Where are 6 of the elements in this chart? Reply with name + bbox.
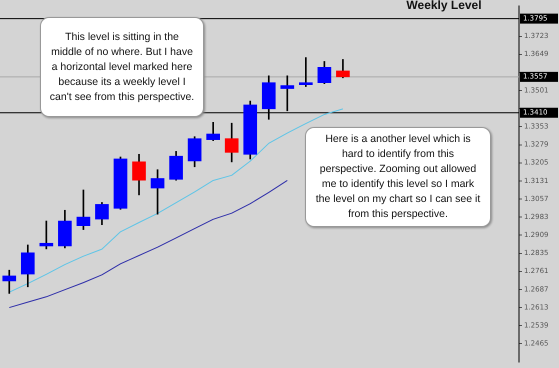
- annotation: This level is sitting in the middle of no where. But I have a horizontal level marked here because its a weekly level I can't see from this perspective.: [49, 30, 195, 104]
- chart-title: Weekly Level: [405, 0, 483, 12]
- callout-box: This level is sitting in the middle of no where. But I have a horizontal level marked here because its a weekly level I can't see from this perspective.: [40, 17, 204, 117]
- annotation: Here is a another level which is hard to identify from this perspective. Zooming out allowed me to identify this level so I mark the level on my chart so I can see it from this perspective.: [314, 132, 482, 222]
- callout-box: Here is a another level which is hard to identify from this perspective. Zooming out allowed me to identify this level so I mark the level on my chart so I can see it from this perspective.: [305, 127, 491, 227]
- candlestick: [150, 169, 164, 215]
